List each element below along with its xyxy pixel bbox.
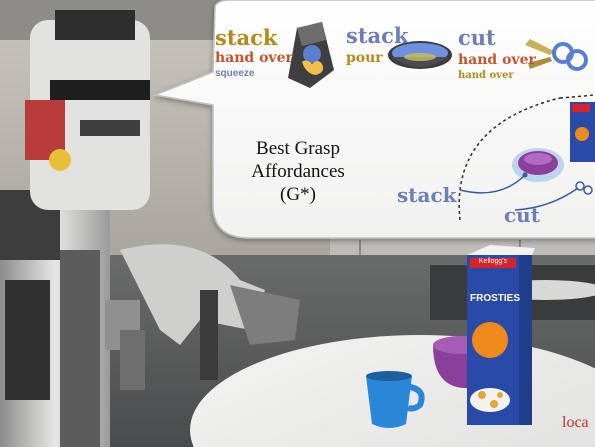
stack-label-1: stack	[215, 25, 278, 50]
cereal-brand-label: FROSTIES	[470, 293, 521, 304]
handover-label-1: hand over	[215, 50, 293, 66]
cut-label: cut	[458, 25, 496, 50]
stack-label-2: stack	[346, 23, 409, 48]
grasp-diagram	[458, 94, 595, 221]
pour-label: pour	[346, 50, 383, 66]
scissors-icon	[525, 39, 588, 71]
handover-label-3: hand over	[458, 70, 514, 81]
title-line-1: Best Grasp	[256, 138, 340, 159]
handover-label-2: hand over	[458, 52, 536, 68]
box-object-icon	[288, 22, 334, 88]
callout-bubble	[152, 0, 595, 239]
diagram-cut-label: cut	[504, 203, 540, 227]
callout-title: Best Grasp Affordances (G*)	[228, 137, 368, 206]
corner-text: loca	[562, 414, 589, 431]
squeeze-label: squeeze	[215, 68, 255, 79]
bowl-object-icon	[388, 41, 452, 69]
title-line-2: Affordances	[251, 161, 345, 182]
title-line-3: (G*)	[280, 184, 316, 205]
cereal-maker-label: Kellogg's	[478, 258, 508, 265]
diagram-stack-label: stack	[397, 183, 457, 207]
